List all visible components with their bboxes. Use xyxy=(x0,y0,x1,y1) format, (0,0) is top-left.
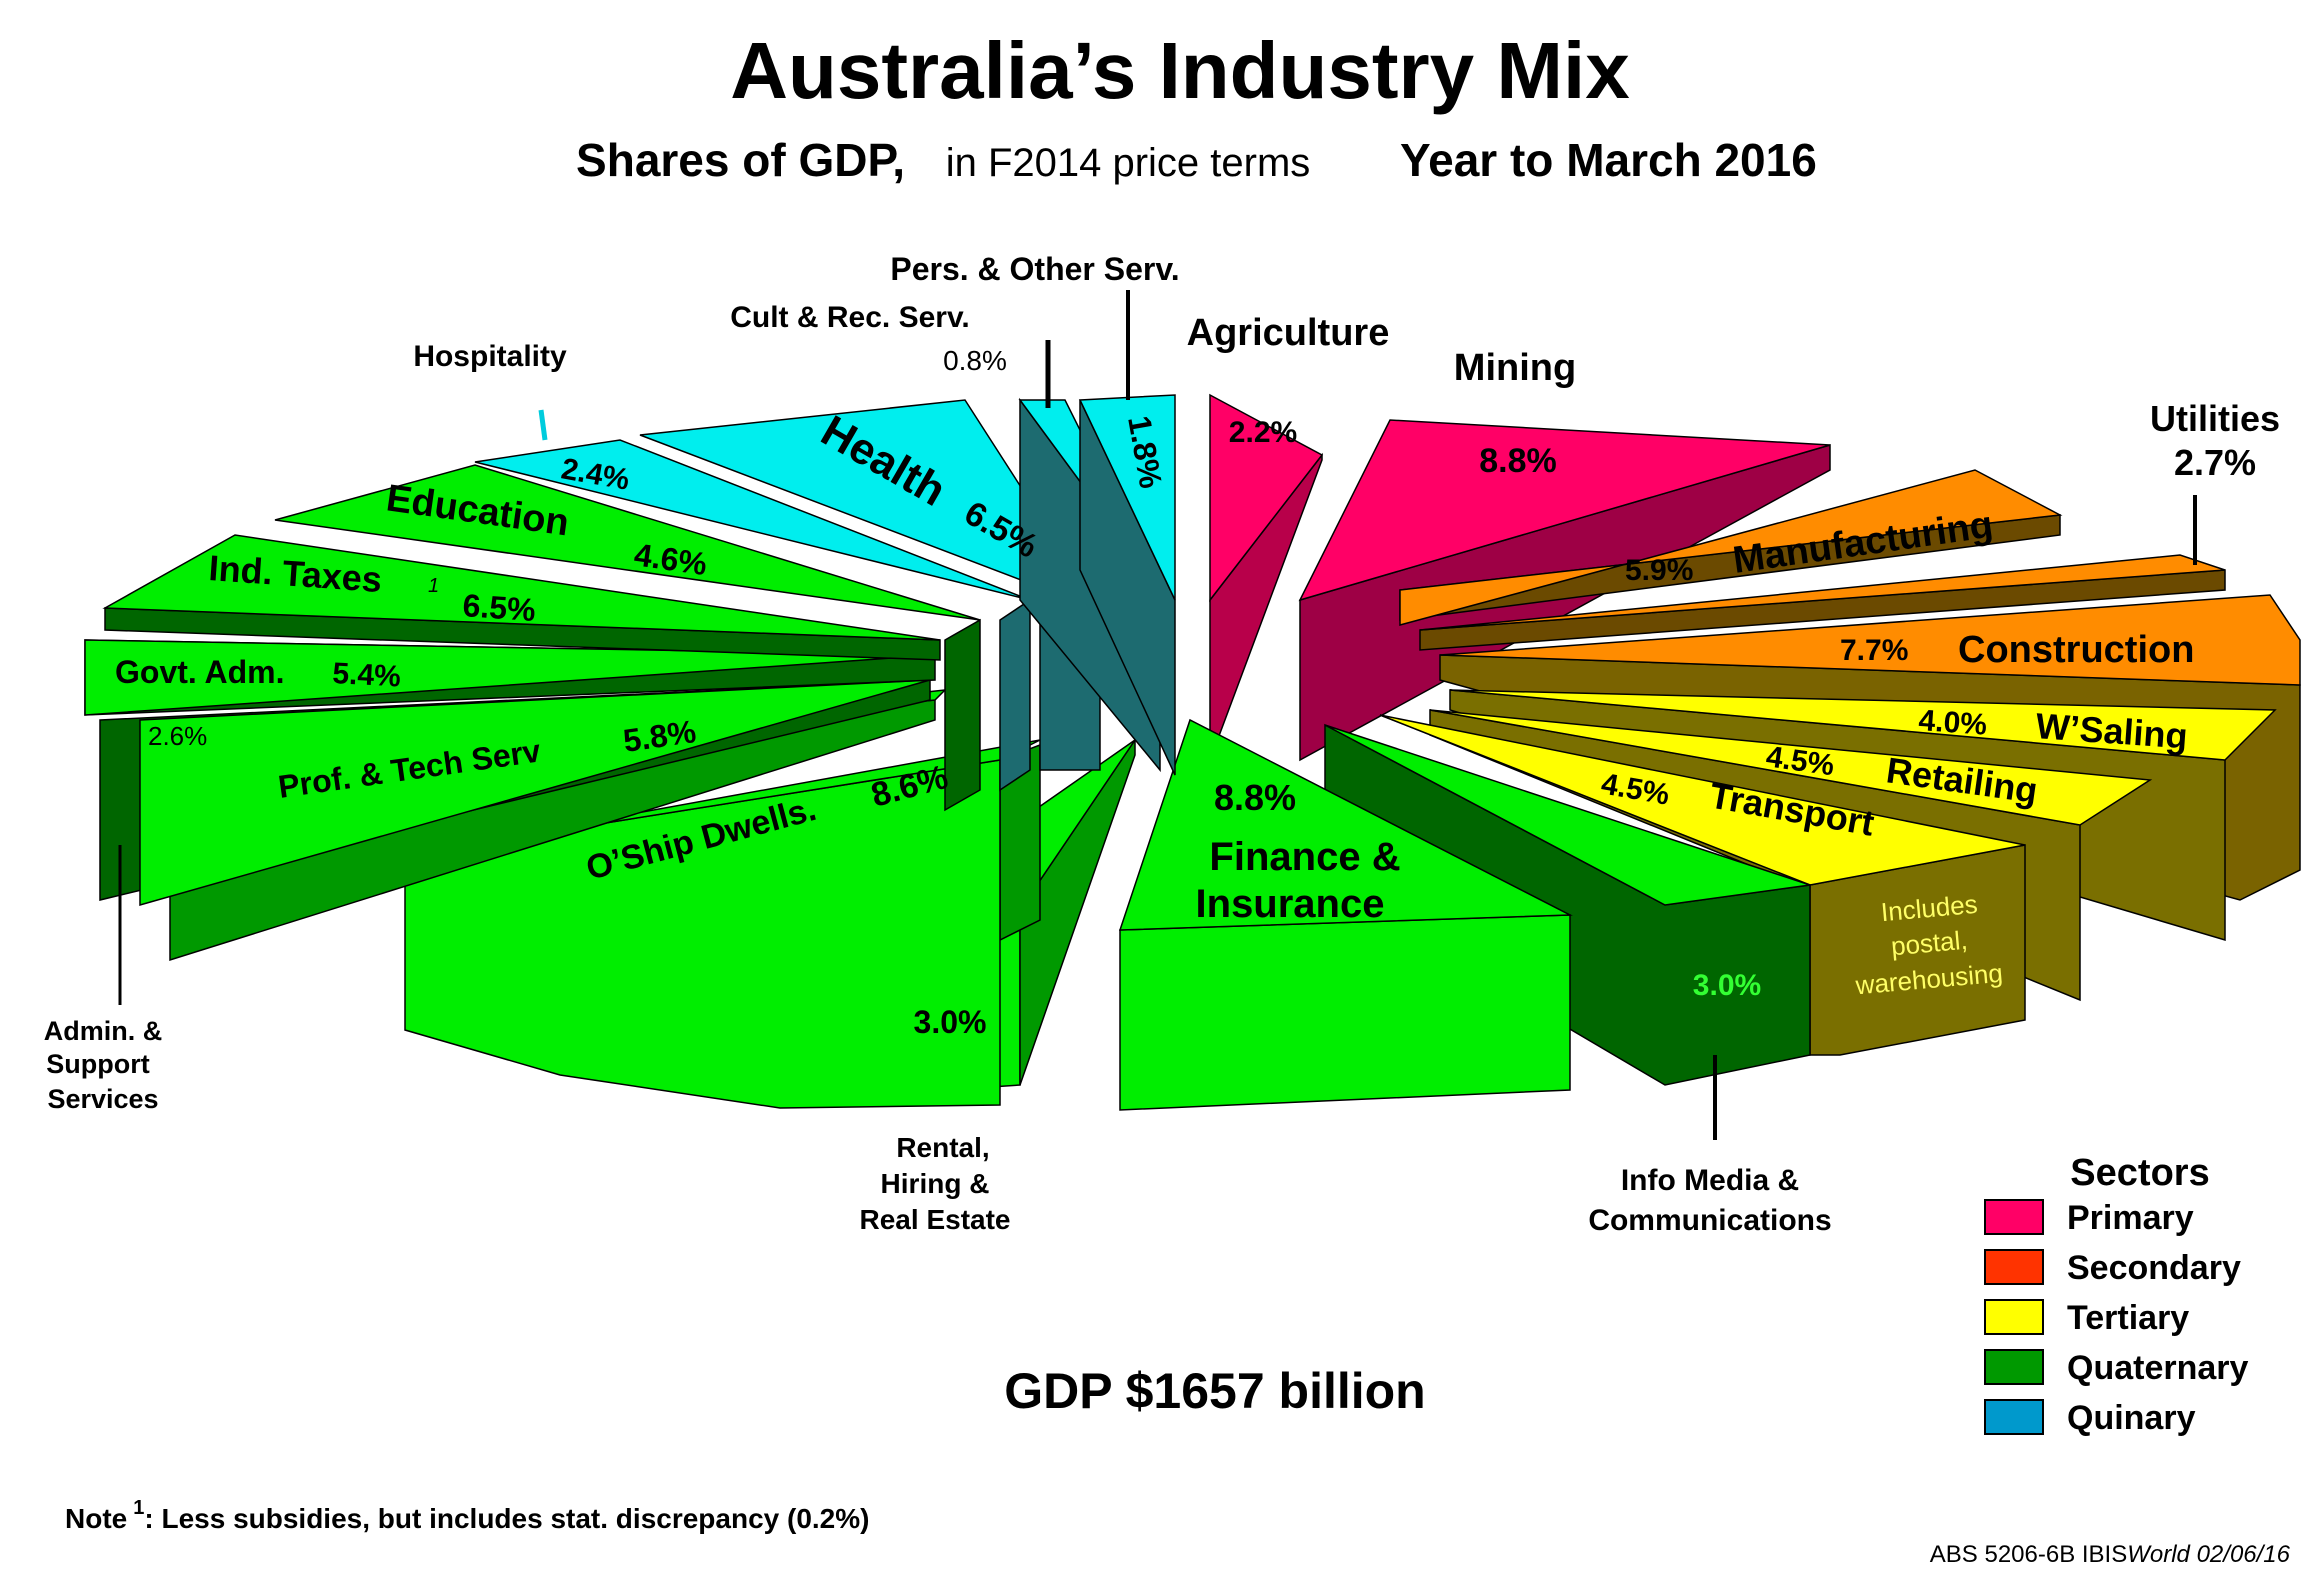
legend-label-tertiary: Tertiary xyxy=(2067,1299,2189,1337)
value-cult-rec: 0.8% xyxy=(943,345,1007,376)
slice-govt-adm xyxy=(84,639,936,716)
label-info-1: Info Media & xyxy=(1621,1164,1799,1197)
value-info-media: 3.0% xyxy=(1693,969,1761,1002)
label-rental-1: Rental, xyxy=(896,1132,989,1163)
value-mining: 8.8% xyxy=(1479,442,1557,480)
label-hospitality: Hospitality xyxy=(413,340,567,373)
legend-label-primary: Primary xyxy=(2067,1199,2194,1237)
label-govt-adm: Govt. Adm. xyxy=(115,654,284,690)
slice-finance xyxy=(1118,718,1573,1111)
label-construction: Construction xyxy=(1958,629,2194,671)
slice-agriculture xyxy=(1209,393,1324,761)
footnote: Note 1: Less subsidies, but includes stat… xyxy=(65,1497,869,1534)
slice-ind-taxes xyxy=(102,534,941,661)
source-italic: World 02/06/16 xyxy=(2127,1541,2290,1568)
label-info-2: Communications xyxy=(1588,1204,1831,1237)
slice-pers-other xyxy=(1078,394,1176,776)
label-rental-3: Real Estate xyxy=(860,1204,1011,1235)
footnote-text: : Less subsidies, but includes stat. dis… xyxy=(144,1503,869,1534)
label-admin-3: Services xyxy=(47,1084,158,1114)
gdp-total: GDP $1657 billion xyxy=(1004,1363,1425,1419)
note-transport-2: postal, xyxy=(1890,925,1969,962)
source-text: ABS 5206-6B IBIS xyxy=(1930,1541,2127,1568)
label-admin-1: Admin. & xyxy=(44,1016,163,1046)
legend-swatch-secondary xyxy=(1984,1249,2044,1285)
legend-swatch-primary xyxy=(1984,1199,2044,1235)
legend-label-secondary: Secondary xyxy=(2067,1249,2241,1287)
slice-utilities xyxy=(1419,554,2226,651)
legend-label-quaternary: Quaternary xyxy=(2067,1349,2248,1387)
value-finance: 8.8% xyxy=(1214,777,1296,818)
value-ind-taxes: 6.5% xyxy=(462,587,537,628)
legend-swatch-quaternary xyxy=(1984,1349,2044,1385)
slice-mining xyxy=(1298,419,1831,762)
label-utilities: Utilities xyxy=(2150,398,2280,439)
legend: Sectors Primary Secondary Tertiary Quaterna… xyxy=(1984,1152,2248,1437)
value-wsaling: 4.0% xyxy=(1918,704,1989,742)
label-admin-2: Support xyxy=(46,1049,149,1079)
label-finance-1: Finance & xyxy=(1209,835,1400,879)
value-manufacturing: 5.9% xyxy=(1625,554,1693,587)
legend-swatch-tertiary xyxy=(1984,1299,2044,1335)
label-rental-2: Hiring & xyxy=(881,1168,990,1199)
value-construction: 7.7% xyxy=(1840,634,1908,667)
label-pers-other: Pers. & Other Serv. xyxy=(890,251,1179,287)
label-cult-rec: Cult & Rec. Serv. xyxy=(730,301,970,334)
label-mining: Mining xyxy=(1454,347,1576,389)
legend-swatch-quinary xyxy=(1984,1399,2044,1435)
legend-title: Sectors xyxy=(2070,1152,2209,1194)
leader-line-hospitality xyxy=(538,409,548,441)
slice-education xyxy=(274,464,981,812)
footnote-sup: 1 xyxy=(133,1497,144,1519)
source-credit: ABS 5206-6B IBISWorld 02/06/16 xyxy=(1930,1541,2291,1568)
slice-admin xyxy=(99,679,931,906)
label-agriculture: Agriculture xyxy=(1187,312,1390,354)
legend-label-quinary: Quinary xyxy=(2067,1399,2196,1437)
slice-manufacturing xyxy=(1399,469,2063,626)
chart-subtitle-period: Year to March 2016 xyxy=(1400,134,1817,186)
value-rental: 3.0% xyxy=(914,1004,987,1040)
value-govt-adm: 5.4% xyxy=(332,657,402,694)
chart-title: Australia’s Industry Mix xyxy=(730,26,1630,115)
value-agriculture: 2.2% xyxy=(1229,416,1297,449)
label-finance-2: Insurance xyxy=(1196,882,1385,926)
chart-subtitle-bold: Shares of GDP, xyxy=(576,134,905,186)
slice-hospitality xyxy=(474,439,1031,792)
value-admin: 2.6% xyxy=(148,721,207,751)
value-utilities: 2.7% xyxy=(2174,442,2256,483)
label-ind-taxes-sup: 1 xyxy=(428,575,439,597)
footnote-marker: Note xyxy=(65,1503,127,1534)
chart-subtitle-plain: in F2014 price terms xyxy=(946,141,1311,185)
